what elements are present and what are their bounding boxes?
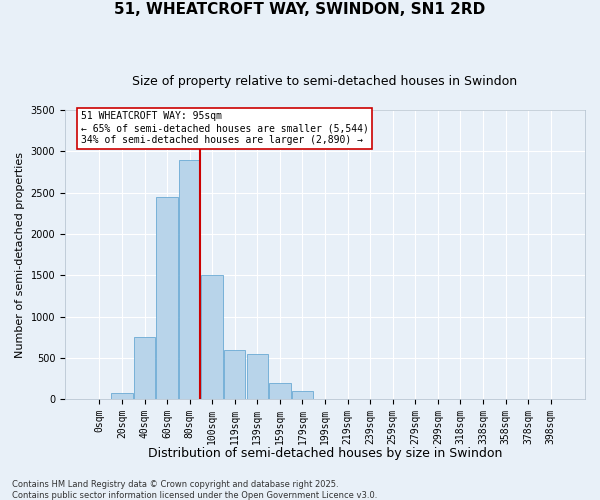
Title: Size of property relative to semi-detached houses in Swindon: Size of property relative to semi-detach… — [133, 75, 518, 88]
Bar — [292, 391, 313, 399]
Bar — [269, 382, 290, 399]
Y-axis label: Number of semi-detached properties: Number of semi-detached properties — [15, 152, 25, 358]
Text: Contains HM Land Registry data © Crown copyright and database right 2025.
Contai: Contains HM Land Registry data © Crown c… — [12, 480, 377, 500]
Bar — [202, 276, 223, 399]
Bar — [224, 350, 245, 399]
Bar — [247, 354, 268, 399]
Bar — [111, 394, 133, 399]
Text: 51, WHEATCROFT WAY, SWINDON, SN1 2RD: 51, WHEATCROFT WAY, SWINDON, SN1 2RD — [115, 2, 485, 18]
X-axis label: Distribution of semi-detached houses by size in Swindon: Distribution of semi-detached houses by … — [148, 447, 502, 460]
Text: 51 WHEATCROFT WAY: 95sqm
← 65% of semi-detached houses are smaller (5,544)
34% o: 51 WHEATCROFT WAY: 95sqm ← 65% of semi-d… — [80, 112, 368, 144]
Bar — [134, 338, 155, 399]
Bar — [157, 197, 178, 399]
Bar — [179, 160, 200, 399]
